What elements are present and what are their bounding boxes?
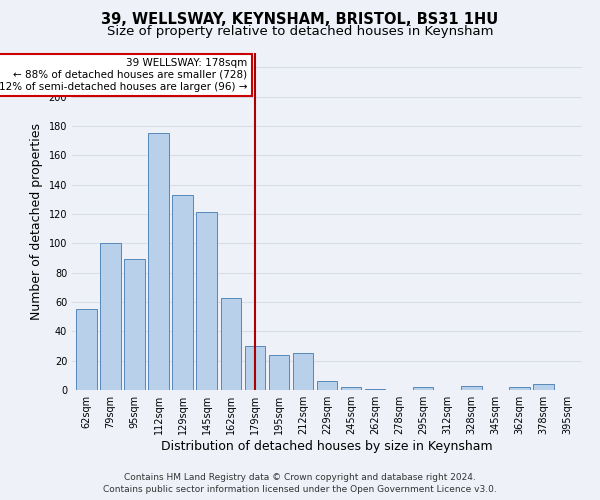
Bar xyxy=(100,244,121,390)
Bar xyxy=(509,387,530,390)
Y-axis label: Number of detached properties: Number of detached properties xyxy=(30,122,43,320)
Text: 39, WELLSWAY, KEYNSHAM, BRISTOL, BS31 1HU: 39, WELLSWAY, KEYNSHAM, BRISTOL, BS31 1H… xyxy=(101,12,499,28)
Bar xyxy=(221,298,241,390)
Text: 39 WELLSWAY: 178sqm
← 88% of detached houses are smaller (728)
12% of semi-detac: 39 WELLSWAY: 178sqm ← 88% of detached ho… xyxy=(0,58,248,92)
Bar xyxy=(124,260,145,390)
Bar xyxy=(172,195,193,390)
Text: Size of property relative to detached houses in Keynsham: Size of property relative to detached ho… xyxy=(107,25,493,38)
Bar xyxy=(245,346,265,390)
Bar xyxy=(413,387,433,390)
Bar xyxy=(148,133,169,390)
Bar xyxy=(269,355,289,390)
Bar xyxy=(365,388,385,390)
Bar xyxy=(341,387,361,390)
X-axis label: Distribution of detached houses by size in Keynsham: Distribution of detached houses by size … xyxy=(161,440,493,453)
Bar xyxy=(461,386,482,390)
Bar xyxy=(76,310,97,390)
Bar xyxy=(533,384,554,390)
Bar xyxy=(317,381,337,390)
Bar xyxy=(196,212,217,390)
Text: Contains HM Land Registry data © Crown copyright and database right 2024.
Contai: Contains HM Land Registry data © Crown c… xyxy=(103,472,497,494)
Bar xyxy=(293,354,313,390)
